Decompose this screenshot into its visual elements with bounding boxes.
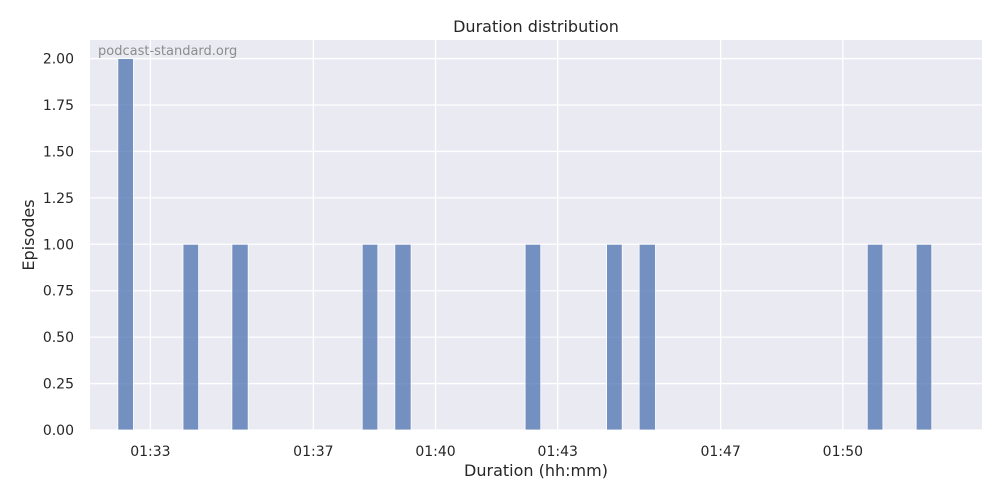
x-tick-label: 01:47 (700, 444, 740, 460)
histogram-bar (524, 243, 542, 431)
y-tick-label: 1.75 (43, 98, 74, 114)
y-tick-label: 1.00 (43, 237, 74, 253)
histogram-bar (915, 243, 933, 431)
y-axis-label: Episodes (19, 199, 38, 270)
x-tick-label: 01:43 (538, 444, 578, 460)
histogram-bar (394, 243, 412, 431)
x-axis-label: Duration (hh:mm) (464, 461, 608, 480)
watermark: podcast-standard.org (98, 44, 237, 59)
y-tick-label: 0.50 (43, 330, 74, 346)
y-tick-label: 0.00 (43, 423, 74, 439)
histogram-bar (606, 243, 623, 431)
y-tick-label: 1.50 (43, 144, 74, 160)
x-tick-label: 01:40 (415, 444, 455, 460)
histogram-bar (638, 243, 656, 431)
x-tick-label: 01:37 (293, 444, 333, 460)
histogram-bar (117, 58, 134, 431)
histogram-bar (231, 243, 249, 431)
histogram-bar (866, 243, 884, 431)
bars (117, 58, 933, 431)
y-tick-label: 0.75 (43, 284, 74, 300)
x-tick-label: 01:50 (823, 444, 863, 460)
chart-title: Duration distribution (453, 17, 619, 36)
histogram-bar (182, 243, 200, 431)
tick-labels: 0.00 0.25 0.50 0.75 1.00 1.25 1.50 1.75 2.00 01:3… (43, 52, 863, 460)
y-tick-label: 1.25 (43, 191, 74, 207)
y-tick-label: 0.25 (43, 377, 74, 393)
histogram-bar (361, 243, 379, 431)
x-tick-label: 01:33 (130, 444, 170, 460)
y-tick-label: 2.00 (43, 52, 74, 68)
